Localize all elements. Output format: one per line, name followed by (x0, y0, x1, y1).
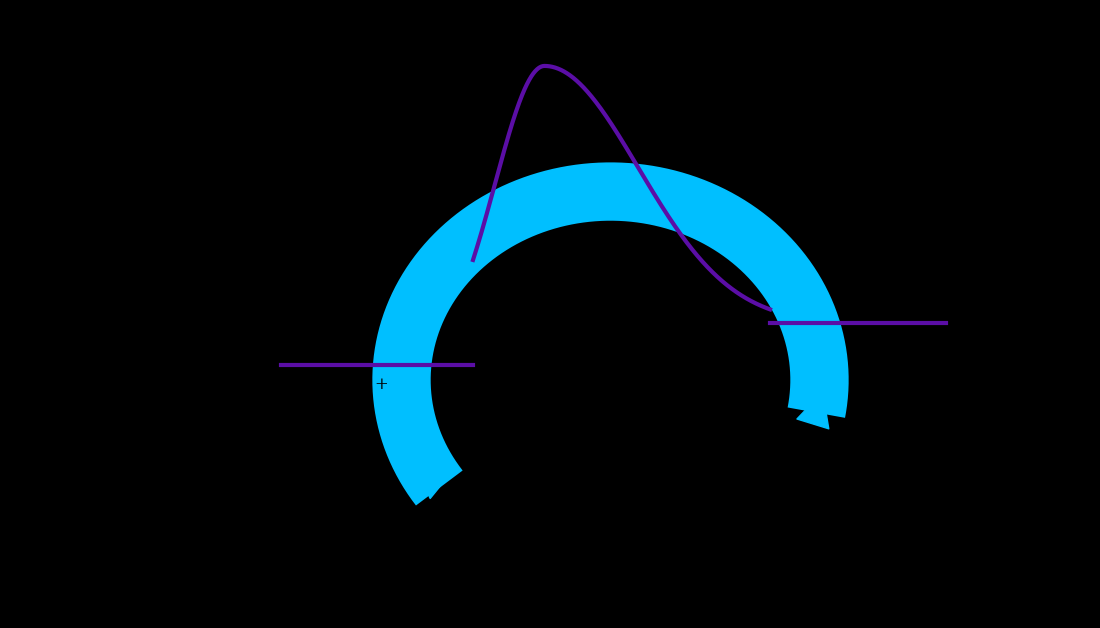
Text: (g) +: (g) + (346, 376, 389, 393)
Text: h: h (354, 396, 363, 410)
